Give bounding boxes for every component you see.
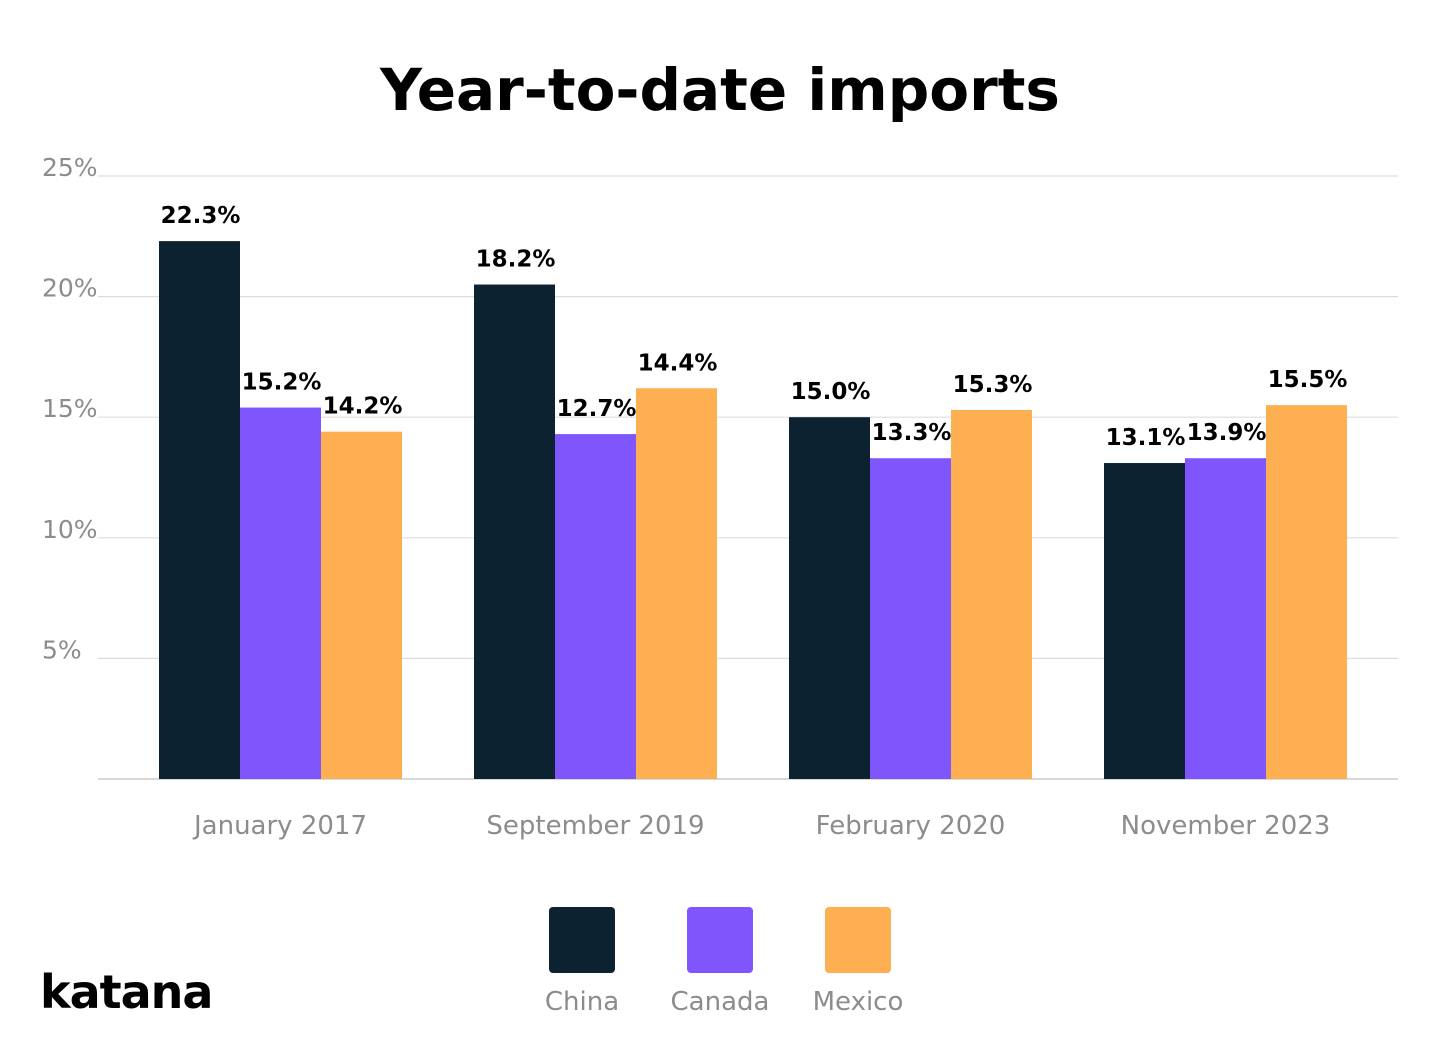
data-label: 15.3% [953,372,1033,398]
data-label: 14.2% [323,394,403,420]
data-label: 15.2% [242,370,322,396]
legend-swatch-mexico [825,907,891,973]
y-tick-label: 15% [42,394,98,423]
bar-canada [555,434,636,779]
bar-mexico [636,388,717,779]
chart-title: Year-to-date imports [379,56,1060,124]
y-tick-label: 5% [42,635,82,664]
x-axis-tick-labels: January 2017 September 2019 February 2020 N… [192,811,1330,841]
data-label: 22.3% [161,203,241,229]
data-label: 13.9% [1187,420,1267,446]
data-label: 14.4% [638,350,718,376]
katana-logo: katana [40,965,212,1019]
x-tick-label: January 2017 [192,811,367,841]
legend-swatch-canada [687,907,753,973]
data-label: 13.1% [1106,425,1186,451]
bar-mexico [1266,405,1347,779]
data-label: 12.7% [557,396,637,422]
data-label: 15.0% [791,379,871,405]
bars [159,241,1347,779]
data-label: 15.5% [1268,367,1348,393]
bar-china [1104,463,1185,779]
bar-canada [240,407,321,779]
bar-canada [870,458,951,779]
data-labels: 22.3% 18.2% 15.0% 13.1% 15.2% 12.7% 13.3% 13.9%… [161,203,1348,451]
legend: China Canada Mexico [545,907,904,1017]
data-label: 13.3% [872,420,952,446]
y-tick-label: 10% [42,515,98,544]
x-tick-label: November 2023 [1121,811,1331,841]
bar-china [474,284,555,779]
legend-swatch-china [549,907,615,973]
x-tick-label: September 2019 [486,811,704,841]
data-label: 18.2% [476,247,556,273]
bar-canada [1185,458,1266,779]
legend-label: Mexico [813,987,904,1017]
bar-mexico [951,409,1032,779]
bar-china [159,241,240,779]
legend-label: China [545,987,619,1017]
bar-mexico [321,431,402,779]
bar-china [789,417,870,779]
legend-label: Canada [671,987,770,1017]
x-tick-label: February 2020 [816,811,1006,841]
y-tick-label: 25% [42,153,98,182]
y-axis-tick-labels: 5% 10% 15% 20% 25% [42,153,98,664]
y-tick-label: 20% [42,274,98,303]
